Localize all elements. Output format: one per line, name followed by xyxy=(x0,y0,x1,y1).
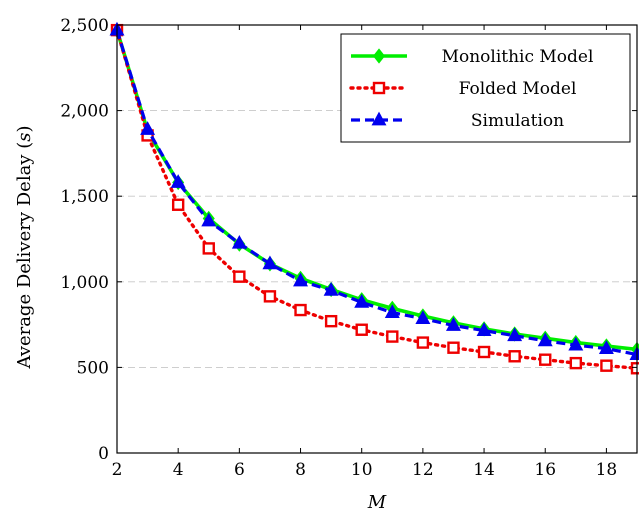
y-tick-label: 2,000 xyxy=(60,102,109,122)
y-axis-label: Average Delivery Delay (s) xyxy=(14,125,35,369)
legend-entry-label: Simulation xyxy=(471,111,564,131)
data-point xyxy=(539,353,552,366)
y-axis-label-unit: s xyxy=(14,133,35,142)
y-axis-label-main: Average Delivery Delay ( xyxy=(14,142,35,370)
x-tick-label: 4 xyxy=(173,460,184,480)
data-point xyxy=(569,356,583,370)
data-point xyxy=(445,317,461,331)
legend-entry-label: Folded Model xyxy=(459,79,577,99)
x-tick-label: 12 xyxy=(412,460,434,480)
legend-marker xyxy=(371,111,387,126)
x-tick-label: 16 xyxy=(534,460,556,480)
x-tick-label: 8 xyxy=(295,460,306,480)
data-point xyxy=(537,332,553,347)
data-point xyxy=(384,304,400,319)
data-point xyxy=(233,270,246,283)
data-point xyxy=(140,121,156,135)
data-point xyxy=(201,212,217,227)
series-simulation xyxy=(109,21,639,360)
grid-lines xyxy=(117,110,637,368)
data-point xyxy=(293,272,309,287)
data-point xyxy=(263,290,277,303)
series-line xyxy=(115,29,638,357)
data-point xyxy=(294,303,307,317)
series-group xyxy=(109,21,639,375)
data-point xyxy=(477,345,491,359)
data-point xyxy=(507,327,523,342)
data-point xyxy=(202,242,215,255)
legend-marker xyxy=(372,48,386,64)
legend-entry-label: Monolithic Model xyxy=(442,47,594,67)
tick-labels: 2 4 6 8 10 12 14 16 18 0 500 1,000 1,500 2,000 2,500 xyxy=(60,16,617,480)
x-tick-label: 2 xyxy=(112,460,123,480)
series-line xyxy=(115,28,639,370)
data-point xyxy=(262,255,278,270)
y-tick-label: 1,000 xyxy=(60,273,109,293)
x-tick-label: 10 xyxy=(351,460,373,480)
data-point xyxy=(323,282,339,296)
y-tick-label: 0 xyxy=(98,444,109,464)
y-tick-label: 2,500 xyxy=(60,16,109,36)
data-point xyxy=(476,322,492,336)
data-point xyxy=(416,336,430,349)
data-point xyxy=(324,314,338,328)
y-axis-label-close: ) xyxy=(14,125,35,132)
data-point xyxy=(630,362,639,375)
tick-marks xyxy=(116,24,637,454)
data-point xyxy=(355,323,368,336)
y-tick-label: 1,500 xyxy=(60,187,109,207)
data-point xyxy=(415,310,431,325)
x-tick-label: 14 xyxy=(473,460,495,480)
data-point xyxy=(231,234,247,249)
data-point xyxy=(600,359,613,372)
series-folded-model xyxy=(110,23,639,375)
data-point xyxy=(598,340,614,354)
legend-marker xyxy=(372,81,386,95)
x-tick-label: 6 xyxy=(234,460,245,480)
data-point xyxy=(508,350,521,363)
legend: Monolithic Model Folded Model Simulation xyxy=(340,33,631,143)
data-point xyxy=(354,294,370,308)
plot-frame xyxy=(116,24,638,454)
data-point xyxy=(386,330,399,343)
data-point xyxy=(170,174,186,188)
y-tick-label: 500 xyxy=(77,358,109,378)
x-axis-label: M xyxy=(367,492,387,513)
data-point xyxy=(171,198,185,211)
x-tick-label: 18 xyxy=(596,460,618,480)
data-point xyxy=(568,336,584,351)
data-point xyxy=(447,341,460,354)
